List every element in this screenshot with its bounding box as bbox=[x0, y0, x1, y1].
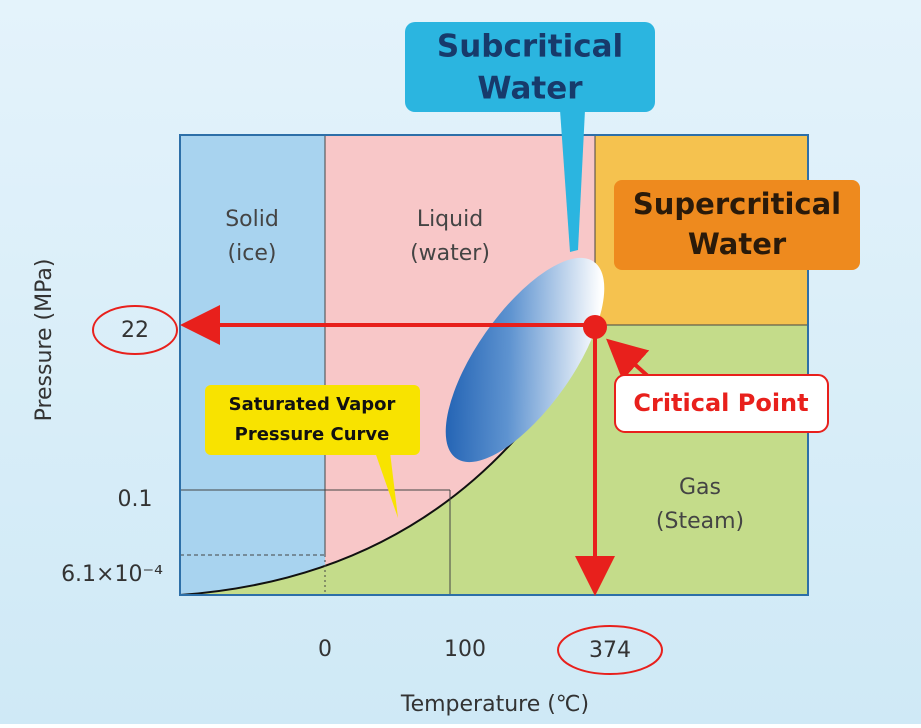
subcritical-zone bbox=[445, 257, 605, 463]
y-tick-label: 22 bbox=[121, 318, 149, 343]
critical-point-dot bbox=[583, 315, 607, 339]
solid-region bbox=[180, 135, 325, 595]
subcritical-box bbox=[405, 22, 655, 112]
region-label: (Steam) bbox=[656, 509, 744, 534]
callout-text: Pressure Curve bbox=[235, 424, 390, 445]
callout-pointer bbox=[560, 110, 585, 252]
y-tick-label: 6.1×10⁻⁴ bbox=[61, 562, 163, 587]
region-label: Solid bbox=[225, 207, 279, 232]
callout-text: Subcritical bbox=[437, 29, 623, 65]
x-tick-label: 0 bbox=[318, 637, 332, 662]
y-axis-label: Pressure (MPa) bbox=[32, 259, 57, 422]
y-tick-label: 0.1 bbox=[118, 487, 153, 512]
callout-text: Saturated Vapor bbox=[229, 394, 396, 415]
guides bbox=[180, 135, 808, 595]
callout-pointer bbox=[606, 338, 652, 381]
plot-frame bbox=[179, 134, 809, 596]
supercritical-box bbox=[614, 180, 860, 270]
curve-box bbox=[205, 385, 420, 455]
x-tick-label: 100 bbox=[444, 637, 486, 662]
region-label: Liquid bbox=[417, 207, 483, 232]
region-label: (water) bbox=[410, 241, 490, 266]
region-label: Gas bbox=[679, 475, 721, 500]
callout-text: Critical Point bbox=[633, 389, 808, 417]
highlight bbox=[92, 305, 178, 355]
callout-text: Supercritical bbox=[633, 187, 841, 221]
callout-text: Water bbox=[688, 227, 787, 261]
critical-point-box bbox=[614, 374, 829, 433]
callout-pointer bbox=[375, 452, 398, 518]
region-label: (ice) bbox=[228, 241, 277, 266]
callout-text: Water bbox=[477, 71, 583, 107]
x-axis-label: Temperature (℃) bbox=[400, 692, 589, 717]
x-tick-label: 374 bbox=[589, 638, 631, 663]
highlight bbox=[557, 625, 663, 675]
